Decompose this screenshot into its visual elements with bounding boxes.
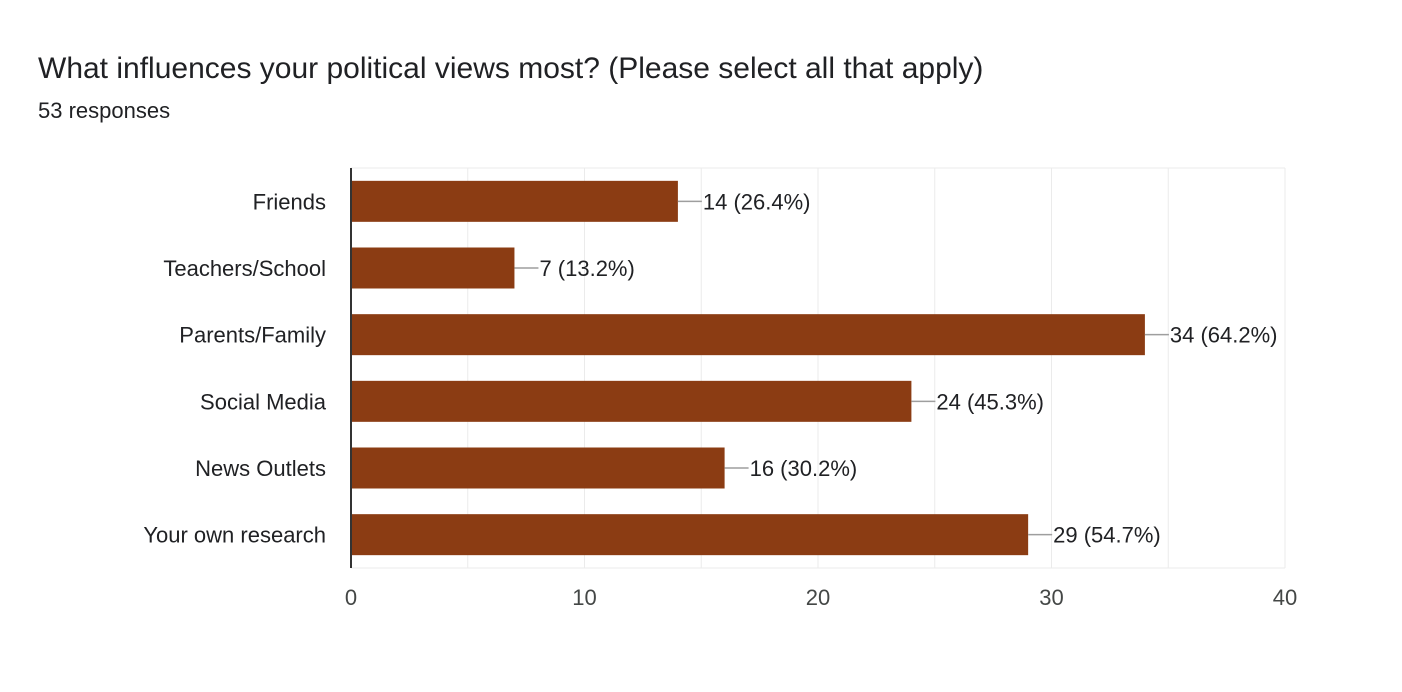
bar-5 [351,514,1029,556]
value-label-2: 34 (64.2%) [1170,323,1278,348]
bar-2 [351,314,1145,356]
category-label-2: Parents/Family [179,323,326,348]
x-tick-label-4: 40 [1273,585,1297,610]
value-label-1: 7 (13.2%) [539,256,634,281]
category-label-3: Social Media [200,389,327,414]
x-tick-label-3: 30 [1039,585,1063,610]
bar-1 [351,247,515,289]
x-tick-label-2: 20 [806,585,830,610]
value-label-3: 24 (45.3%) [936,389,1044,414]
question-title: What influences your political views mos… [38,52,984,85]
response-count: 53 responses [38,98,171,123]
bar-4 [351,447,725,489]
bar-3 [351,380,912,422]
category-label-0: Friends [253,189,326,214]
bars [351,180,1145,556]
value-label-4: 16 (30.2%) [750,456,858,481]
x-tick-label-0: 0 [345,585,357,610]
axes: 0 10 20 30 40 [345,168,1297,610]
labels: Friends 14 (26.4%) Teachers/School 7 (13.2%… [143,189,1277,547]
grid-lines [351,167,1286,569]
x-tick-label-1: 10 [572,585,596,610]
category-label-4: News Outlets [195,456,326,481]
category-label-5: Your own research [143,523,326,548]
category-label-1: Teachers/School [163,256,326,281]
value-label-5: 29 (54.7%) [1053,523,1161,548]
value-label-0: 14 (26.4%) [703,189,811,214]
bar-0 [351,180,678,222]
